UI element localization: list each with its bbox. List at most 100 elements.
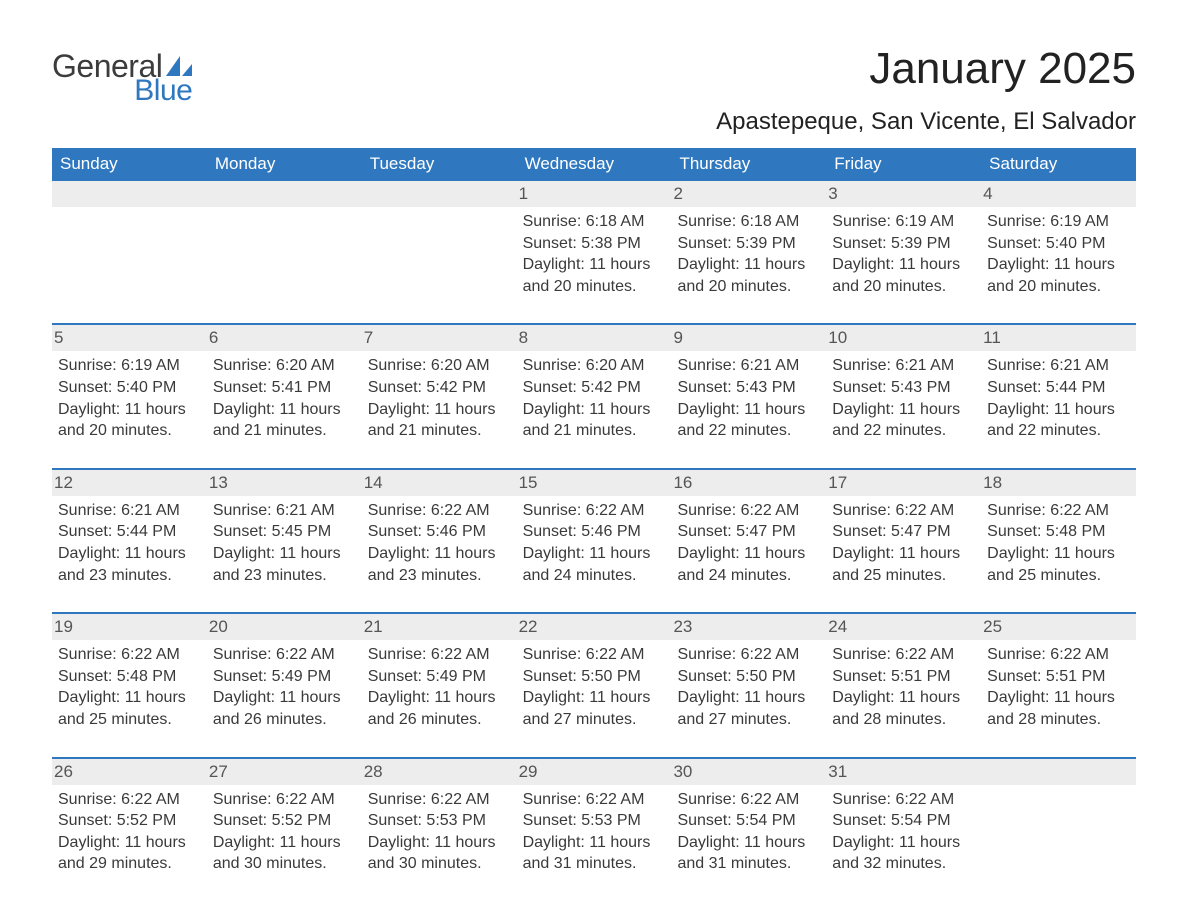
- daylight-line-1: Daylight: 11 hours: [987, 543, 1130, 565]
- day-cell: 25Sunrise: 6:22 AMSunset: 5:51 PMDayligh…: [981, 614, 1136, 742]
- day-number: 4: [981, 181, 1136, 207]
- daylight-line-2: and 31 minutes.: [677, 853, 820, 875]
- daylight-line-2: and 29 minutes.: [58, 853, 201, 875]
- day-cell: 5Sunrise: 6:19 AMSunset: 5:40 PMDaylight…: [52, 325, 207, 453]
- sunset-line: Sunset: 5:54 PM: [677, 810, 820, 832]
- logo-word-blue: Blue: [134, 76, 192, 106]
- sunrise-line: Sunrise: 6:22 AM: [368, 644, 511, 666]
- day-cell: [981, 759, 1136, 887]
- daylight-line-1: Daylight: 11 hours: [213, 399, 356, 421]
- daylight-line-1: Daylight: 11 hours: [832, 543, 975, 565]
- daylight-line-1: Daylight: 11 hours: [832, 687, 975, 709]
- sunset-line: Sunset: 5:50 PM: [677, 666, 820, 688]
- sunrise-line: Sunrise: 6:18 AM: [677, 211, 820, 233]
- day-number: 30: [671, 759, 826, 785]
- daylight-line-2: and 30 minutes.: [213, 853, 356, 875]
- day-number: 13: [207, 470, 362, 496]
- day-number: 2: [671, 181, 826, 207]
- day-cell: 24Sunrise: 6:22 AMSunset: 5:51 PMDayligh…: [826, 614, 981, 742]
- daylight-line-2: and 28 minutes.: [832, 709, 975, 731]
- sunrise-line: Sunrise: 6:22 AM: [677, 644, 820, 666]
- daylight-line-1: Daylight: 11 hours: [523, 687, 666, 709]
- week-row: 26 Sunrise: 6:22 AM Sunset: 5:52 PM Dayligh…: [52, 757, 1136, 887]
- day-cell: 1Sunrise: 6:18 AMSunset: 5:38 PMDaylight…: [517, 181, 672, 309]
- location-subtitle: Apastepeque, San Vicente, El Salvador: [716, 108, 1136, 136]
- day-number: 3: [826, 181, 981, 207]
- sunset-line: Sunset: 5:49 PM: [213, 666, 356, 688]
- sunset-line: Sunset: 5:45 PM: [213, 521, 356, 543]
- sunrise-line: Sunrise: 6:22 AM: [987, 644, 1130, 666]
- daylight-line-1: Daylight: 11 hours: [523, 832, 666, 854]
- sunrise-line: Sunrise: 6:19 AM: [58, 355, 201, 377]
- daylight-line-2: and 26 minutes.: [213, 709, 356, 731]
- daylight-line-2: and 20 minutes.: [987, 276, 1130, 298]
- weekday-header-row: SundayMondayTuesdayWednesdayThursdayFrid…: [52, 148, 1136, 181]
- day-cell: 28Sunrise: 6:22 AMSunset: 5:53 PMDayligh…: [362, 759, 517, 887]
- daylight-line-2: and 25 minutes.: [832, 565, 975, 587]
- day-cell: [207, 181, 362, 309]
- day-number: 17: [826, 470, 981, 496]
- day-number: 29: [517, 759, 672, 785]
- sunrise-line: Sunrise: 6:19 AM: [987, 211, 1130, 233]
- day-cell: 13Sunrise: 6:21 AMSunset: 5:45 PMDayligh…: [207, 470, 362, 598]
- sunset-line: Sunset: 5:53 PM: [368, 810, 511, 832]
- sunset-line: Sunset: 5:44 PM: [58, 521, 201, 543]
- daylight-line-2: and 23 minutes.: [213, 565, 356, 587]
- day-cell: 31Sunrise: 6:22 AMSunset: 5:54 PMDayligh…: [826, 759, 981, 887]
- daylight-line-2: and 24 minutes.: [677, 565, 820, 587]
- day-cell: 11Sunrise: 6:21 AMSunset: 5:44 PMDayligh…: [981, 325, 1136, 453]
- day-number: 6: [207, 325, 362, 351]
- sunrise-line: Sunrise: 6:22 AM: [58, 644, 201, 666]
- day-number: [362, 181, 517, 207]
- daylight-line-2: and 20 minutes.: [832, 276, 975, 298]
- day-number: 20: [207, 614, 362, 640]
- daylight-line-1: Daylight: 11 hours: [368, 399, 511, 421]
- sunset-line: Sunset: 5:48 PM: [987, 521, 1130, 543]
- sunrise-line: Sunrise: 6:22 AM: [523, 644, 666, 666]
- daylight-line-2: and 23 minutes.: [58, 565, 201, 587]
- day-cell: [52, 181, 207, 309]
- day-number: 24: [826, 614, 981, 640]
- day-number: 27: [207, 759, 362, 785]
- daylight-line-1: Daylight: 11 hours: [832, 254, 975, 276]
- sunset-line: Sunset: 5:48 PM: [58, 666, 201, 688]
- sunset-line: Sunset: 5:40 PM: [987, 233, 1130, 255]
- day-cell: 10Sunrise: 6:21 AMSunset: 5:43 PMDayligh…: [826, 325, 981, 453]
- sunset-line: Sunset: 5:44 PM: [987, 377, 1130, 399]
- daylight-line-2: and 22 minutes.: [832, 420, 975, 442]
- sunset-line: Sunset: 5:46 PM: [368, 521, 511, 543]
- weeks-container: 1Sunrise: 6:18 AMSunset: 5:38 PMDaylight…: [52, 181, 1136, 887]
- day-cell: [362, 181, 517, 309]
- daylight-line-1: Daylight: 11 hours: [368, 832, 511, 854]
- day-cell: 26Sunrise: 6:22 AMSunset: 5:52 PMDayligh…: [52, 759, 207, 887]
- daylight-line-1: Daylight: 11 hours: [58, 543, 201, 565]
- sunrise-line: Sunrise: 6:22 AM: [523, 789, 666, 811]
- sunset-line: Sunset: 5:47 PM: [832, 521, 975, 543]
- day-number: 26: [52, 759, 207, 785]
- day-number: 5: [52, 325, 207, 351]
- sunrise-line: Sunrise: 6:22 AM: [368, 500, 511, 522]
- sunset-line: Sunset: 5:51 PM: [987, 666, 1130, 688]
- sunrise-line: Sunrise: 6:20 AM: [523, 355, 666, 377]
- sunset-line: Sunset: 5:42 PM: [368, 377, 511, 399]
- day-number: 1: [517, 181, 672, 207]
- sunset-line: Sunset: 5:51 PM: [832, 666, 975, 688]
- week-row: 19Sunrise: 6:22 AMSunset: 5:48 PMDayligh…: [52, 612, 1136, 742]
- sunset-line: Sunset: 5:49 PM: [368, 666, 511, 688]
- sunset-line: Sunset: 5:52 PM: [213, 810, 356, 832]
- sunrise-line: Sunrise: 6:19 AM: [832, 211, 975, 233]
- daylight-line-1: Daylight: 11 hours: [987, 399, 1130, 421]
- daylight-line-1: Daylight: 11 hours: [523, 543, 666, 565]
- day-cell: 15Sunrise: 6:22 AMSunset: 5:46 PMDayligh…: [517, 470, 672, 598]
- day-number: 15: [517, 470, 672, 496]
- daylight-line-2: and 24 minutes.: [523, 565, 666, 587]
- sunrise-line: Sunrise: 6:22 AM: [368, 789, 511, 811]
- daylight-line-1: Daylight: 11 hours: [677, 254, 820, 276]
- sunset-line: Sunset: 5:50 PM: [523, 666, 666, 688]
- daylight-line-2: and 25 minutes.: [987, 565, 1130, 587]
- weekday-header: Wednesday: [517, 148, 672, 181]
- logo: General Blue: [52, 44, 192, 106]
- day-cell: 14Sunrise: 6:22 AMSunset: 5:46 PMDayligh…: [362, 470, 517, 598]
- daylight-line-1: Daylight: 11 hours: [368, 543, 511, 565]
- day-cell: 30Sunrise: 6:22 AMSunset: 5:54 PMDayligh…: [671, 759, 826, 887]
